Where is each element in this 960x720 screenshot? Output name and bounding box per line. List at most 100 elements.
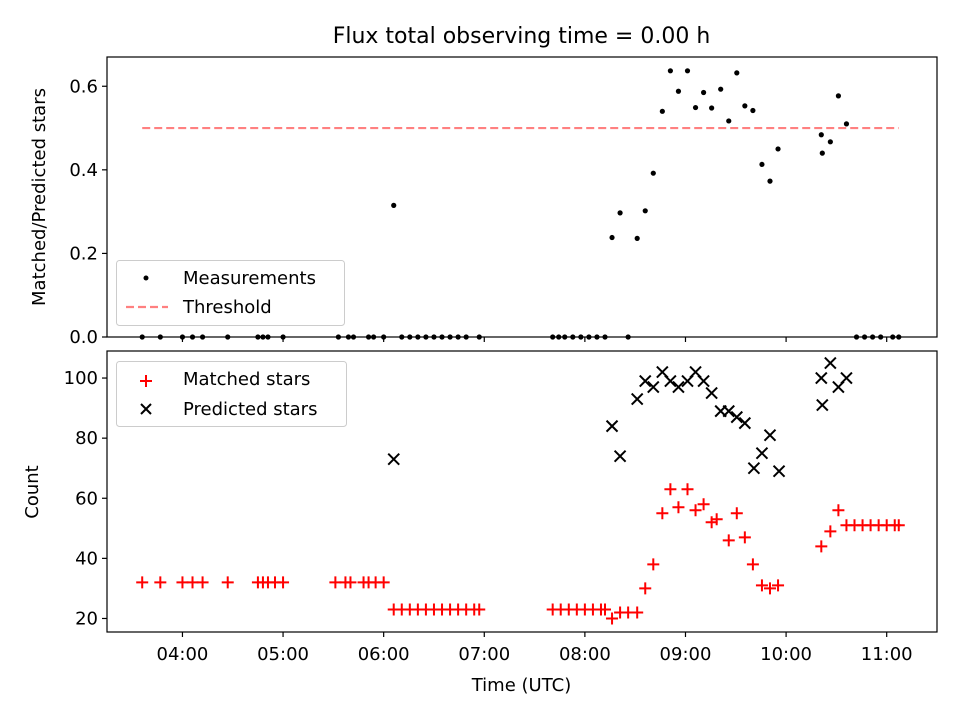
predicted-star-marker	[816, 398, 829, 412]
legend-predicted-label: Predicted stars	[183, 399, 317, 420]
matched-star-marker	[892, 519, 905, 532]
matched-star-marker	[136, 576, 149, 589]
x-tick-label: 10:00	[760, 644, 812, 665]
top-y-axis-label: Matched/Predicted stars	[29, 88, 50, 306]
measurement-point	[835, 93, 842, 99]
measurement-point	[634, 235, 640, 241]
measurement-point	[775, 146, 781, 152]
predicted-star-marker	[747, 462, 761, 475]
bottom-panel: 20 40 60 80 100 04:00 05:00 06:00 07:00 08:00 09:0…	[22, 350, 938, 696]
matched-star-marker	[639, 582, 652, 595]
matched-star-marker	[631, 606, 644, 619]
predicted-star-marker	[840, 371, 853, 385]
x-tick-label: 08:00	[559, 644, 611, 665]
top-y-tick-label: 0.6	[69, 76, 98, 97]
matched-star-marker	[681, 483, 694, 496]
measurement-point	[667, 68, 673, 74]
top-y-tick-label: 0.4	[69, 160, 98, 181]
legend-threshold-label: Threshold	[182, 297, 272, 318]
predicted-star-marker	[672, 380, 685, 394]
matched-star-marker	[815, 540, 828, 553]
matched-star-marker	[697, 498, 710, 511]
matched-star-marker	[730, 507, 743, 520]
measurement-point	[818, 132, 824, 138]
bottom-y-tick-label: 40	[75, 548, 98, 569]
predicted-star-marker	[815, 371, 828, 385]
measurement-point	[750, 107, 756, 114]
predicted-star-marker	[613, 449, 627, 463]
x-axis-label: Time (UTC)	[471, 675, 572, 696]
predicted-star-marker	[722, 404, 735, 418]
predicted-star-marker	[755, 446, 769, 460]
matched-star-marker	[746, 558, 759, 571]
bottom-y-tick-label: 80	[75, 428, 98, 449]
matched-star-marker	[606, 612, 619, 625]
measurement-point	[767, 178, 773, 184]
matched-star-marker	[722, 534, 735, 547]
matched-star-marker	[196, 576, 209, 589]
legend-matched-marker	[140, 375, 152, 387]
matched-star-marker	[329, 576, 342, 589]
matched-star-marker	[221, 576, 234, 589]
predicted-star-marker	[738, 416, 752, 430]
matched-star-marker	[755, 579, 768, 592]
predicted-star-marker	[647, 380, 660, 394]
predicted-star-marker	[705, 386, 718, 400]
predicted-star-marker	[605, 419, 619, 433]
predicted-star-marker	[387, 452, 400, 466]
predicted-star-marker	[630, 392, 644, 406]
measurement-point	[734, 70, 740, 76]
predicted-star-marker	[824, 356, 837, 370]
x-tick-label: 06:00	[358, 644, 410, 665]
matched-star-marker	[473, 603, 486, 616]
measurement-point	[650, 170, 656, 176]
matched-star-marker	[772, 579, 785, 592]
bottom-legend: Matched stars Predicted stars	[116, 361, 347, 427]
matched-star-marker	[277, 576, 290, 589]
bottom-axis-ticks: 20 40 60 80 100 04:00 05:00 06:00 07:00 08:00 09:0…	[64, 368, 913, 665]
top-plot-frame	[106, 56, 938, 338]
matched-star-marker	[647, 558, 660, 571]
predicted-star-marker	[697, 374, 710, 388]
measurement-point	[742, 103, 748, 109]
matched-star-marker	[710, 513, 723, 526]
top-y-tick-label: 0.0	[69, 327, 98, 348]
measurement-point	[843, 121, 850, 127]
legend-matched-label: Matched stars	[183, 369, 310, 390]
measurement-point	[700, 89, 707, 96]
matched-star-marker	[154, 576, 167, 589]
matched-star-marker	[664, 483, 677, 496]
top-axis-ticks: 0.0 0.2 0.4 0.6	[69, 76, 888, 348]
measurement-point	[659, 108, 665, 114]
matched-star-marker	[672, 501, 685, 514]
measurement-point	[759, 161, 765, 168]
matched-star-marker	[763, 582, 776, 595]
top-legend-box	[116, 260, 345, 326]
measurement-point	[675, 88, 682, 94]
bottom-y-tick-label: 20	[75, 608, 98, 629]
x-tick-label: 07:00	[458, 644, 510, 665]
top-panel: 0.0 0.2 0.4 0.6 Matched/Predicted stars Mea…	[29, 56, 938, 348]
matched-star-marker	[738, 531, 751, 544]
x-tick-label: 04:00	[157, 644, 209, 665]
matched-star-marker	[176, 576, 189, 589]
top-y-tick-label: 0.2	[69, 243, 98, 264]
bottom-plot-frame	[106, 350, 938, 633]
measurement-point	[684, 68, 691, 74]
bottom-y-tick-label: 100	[64, 368, 98, 389]
matched-star-marker	[689, 504, 702, 517]
x-tick-label: 11:00	[861, 644, 913, 665]
bottom-plot-marks	[136, 356, 905, 625]
measurement-point	[718, 86, 724, 92]
bottom-y-tick-label: 60	[75, 488, 98, 509]
predicted-star-marker	[639, 374, 652, 388]
x-tick-label: 05:00	[257, 644, 309, 665]
bottom-y-axis-label: Count	[22, 465, 43, 518]
matched-star-marker	[824, 525, 837, 538]
matched-star-marker	[599, 603, 611, 616]
top-legend: Measurements Threshold	[116, 260, 345, 326]
matched-star-marker	[186, 576, 199, 589]
measurement-point	[642, 208, 648, 214]
legend-predicted-marker	[140, 403, 152, 415]
